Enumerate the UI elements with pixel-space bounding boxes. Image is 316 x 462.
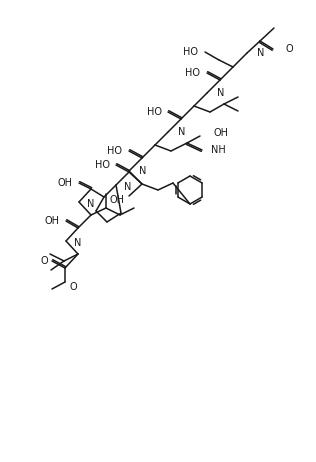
Text: N: N	[217, 88, 224, 98]
Text: HO: HO	[107, 146, 123, 156]
Text: N: N	[139, 166, 146, 176]
Text: OH: OH	[110, 195, 125, 205]
Text: N: N	[178, 127, 185, 137]
Text: HO: HO	[184, 47, 198, 57]
Text: OH: OH	[58, 178, 72, 188]
Text: NH: NH	[211, 145, 226, 155]
Text: O: O	[69, 282, 76, 292]
Text: N: N	[124, 182, 131, 192]
Text: O: O	[40, 256, 48, 266]
Text: HO: HO	[185, 68, 200, 78]
Text: N: N	[87, 199, 94, 209]
Text: OH: OH	[213, 128, 228, 138]
Text: HO: HO	[94, 160, 110, 170]
Text: HO: HO	[147, 107, 161, 117]
Text: N: N	[74, 238, 82, 248]
Text: N: N	[257, 48, 264, 58]
Text: O: O	[285, 44, 293, 54]
Text: OH: OH	[45, 216, 59, 226]
